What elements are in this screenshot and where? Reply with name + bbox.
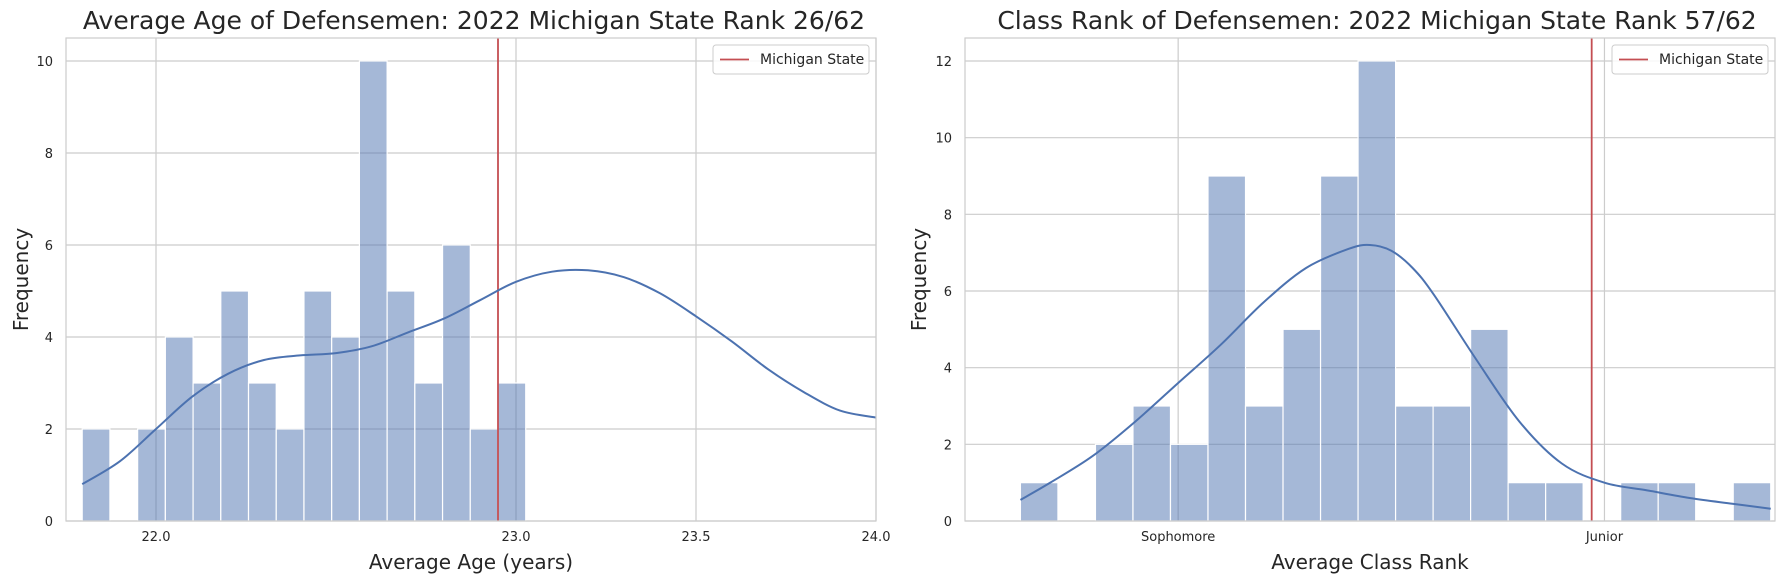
age-kde-curve — [81, 268, 877, 486]
age-histogram-bar-12 — [414, 382, 444, 522]
class-histogram-bar-19 — [1732, 482, 1772, 522]
class-histogram-bar-7 — [1282, 328, 1322, 522]
age-kde-group — [81, 268, 877, 486]
class-rank-histogram-panel: Class Rank of Defensemen: 2022 Michigan … — [907, 6, 1776, 574]
age-y-tick-label-1: 2 — [45, 423, 53, 438]
class-histogram-bar-9 — [1357, 60, 1397, 522]
class-x-tick-label-0: Sophomore — [1141, 530, 1215, 545]
age-histogram-bar-6 — [247, 382, 277, 522]
age-histogram-bar-13 — [441, 244, 471, 522]
age-x-axis-label: Average Age (years) — [369, 550, 573, 574]
class-y-tick-label-4: 8 — [944, 208, 952, 223]
class-y-tick-label-1: 2 — [944, 438, 952, 453]
age-histogram-bar-4 — [192, 382, 222, 522]
class-chart-title: Class Rank of Defensemen: 2022 Michigan … — [997, 6, 1756, 35]
class-plot-frame — [964, 37, 1776, 522]
age-x-tick-label-2: 23.5 — [682, 530, 711, 545]
age-histogram-bar-7 — [275, 428, 305, 522]
class-histogram-bar-4 — [1169, 443, 1209, 522]
age-legend-label: Michigan State — [760, 52, 864, 68]
class-y-tick-label-5: 10 — [935, 132, 952, 147]
class-histogram-bar-11 — [1432, 405, 1472, 522]
age-y-ticks: 0 2 4 6 8 10 — [36, 55, 53, 530]
age-legend: Michigan State — [712, 44, 870, 75]
age-histogram-bar-9 — [331, 336, 360, 522]
age-y-tick-label-2: 4 — [45, 331, 53, 346]
age-x-ticks: 22.0 23.0 23.5 24.0 — [142, 530, 891, 545]
class-legend: Michigan State — [1611, 44, 1769, 75]
class-y-tick-label-0: 0 — [944, 515, 952, 530]
class-y-tick-label-6: 12 — [935, 55, 952, 70]
age-legend-box — [712, 44, 870, 75]
class-y-axis-label: Frequency — [907, 228, 931, 331]
class-bars — [1019, 60, 1772, 522]
age-histogram-bar-8 — [303, 290, 333, 522]
age-y-tick-label-3: 6 — [45, 239, 53, 254]
age-histogram-bar-10 — [358, 60, 388, 522]
age-y-tick-label-0: 0 — [45, 515, 53, 530]
class-histogram-bar-13 — [1507, 482, 1547, 522]
age-histogram-bar-14 — [469, 428, 499, 522]
age-histogram-bar-11 — [386, 290, 416, 522]
class-x-ticks: Sophomore Junior — [1141, 530, 1624, 545]
class-y-ticks: 0 2 4 6 8 10 12 — [935, 55, 952, 530]
class-x-axis-label: Average Class Rank — [1271, 550, 1469, 574]
age-histogram-bar-15 — [497, 382, 527, 522]
class-legend-label: Michigan State — [1659, 52, 1763, 68]
age-y-tick-label-5: 10 — [36, 55, 53, 70]
age-x-tick-label-0: 22.0 — [142, 530, 171, 545]
class-kde-group — [1019, 243, 1771, 510]
class-kde-curve — [1019, 243, 1771, 510]
class-histogram-bar-6 — [1244, 405, 1284, 522]
class-histogram-bar-2 — [1094, 443, 1134, 522]
class-x-tick-label-1: Junior — [1585, 530, 1624, 545]
class-legend-box — [1611, 44, 1769, 75]
age-plot-frame — [65, 37, 877, 522]
age-histogram-bar-0 — [81, 428, 111, 522]
class-histogram-bar-10 — [1394, 405, 1434, 522]
class-histogram-bar-8 — [1319, 175, 1359, 522]
age-histogram-panel: Average Age of Defensemen: 2022 Michigan… — [9, 6, 890, 574]
age-histogram-bar-5 — [220, 290, 250, 522]
age-histogram-bar-3 — [164, 336, 194, 522]
class-histogram-bar-3 — [1132, 405, 1172, 522]
age-x-tick-label-1: 23.0 — [502, 530, 531, 545]
age-chart-title: Average Age of Defensemen: 2022 Michigan… — [83, 6, 865, 35]
class-histogram-bar-5 — [1207, 175, 1247, 522]
class-histogram-bar-17 — [1657, 482, 1697, 522]
age-x-tick-label-3: 24.0 — [862, 530, 891, 545]
class-y-tick-label-3: 6 — [944, 285, 952, 300]
age-bars — [81, 60, 527, 522]
age-y-tick-label-4: 8 — [45, 147, 53, 162]
age-y-axis-label: Frequency — [9, 228, 33, 331]
class-y-tick-label-2: 4 — [944, 362, 952, 377]
class-histogram-bar-14 — [1545, 482, 1584, 522]
